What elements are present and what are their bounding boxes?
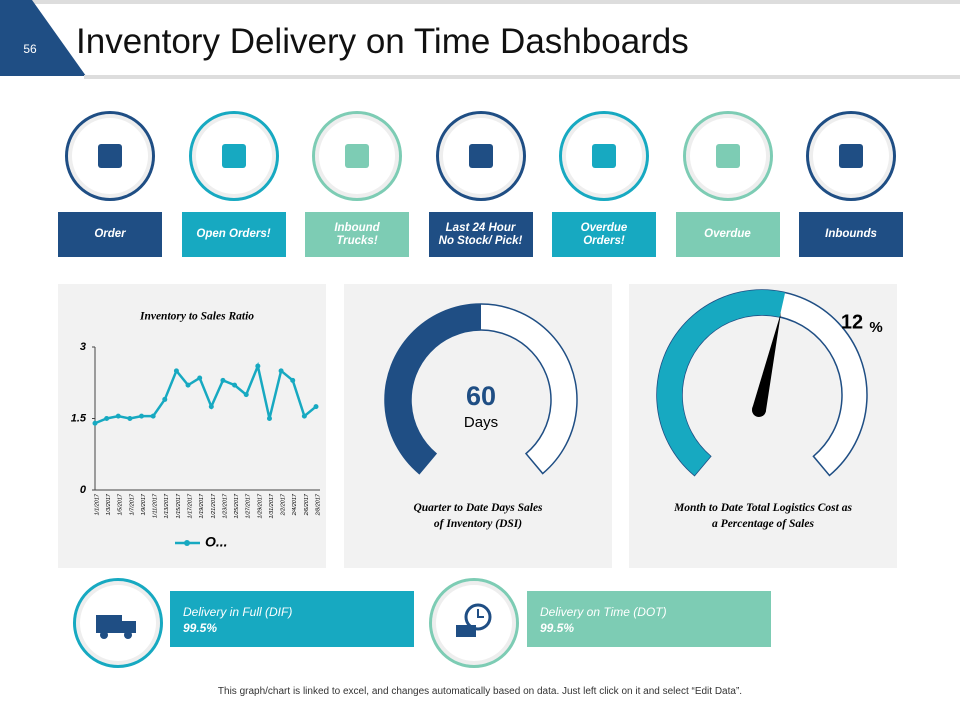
gauge-unit: % bbox=[869, 319, 882, 336]
point bbox=[208, 404, 214, 410]
x-tick-label: 1/11/2017 bbox=[153, 493, 159, 518]
y-tick-label: 0 bbox=[80, 484, 87, 496]
point bbox=[232, 382, 238, 388]
point bbox=[185, 382, 191, 388]
x-tick-label: 2/2/2017 bbox=[281, 493, 287, 516]
point bbox=[301, 413, 307, 419]
footer: This graph/chart is linked to excel, and… bbox=[217, 686, 743, 697]
chart-title: Inventory to Sales Ratio bbox=[139, 311, 254, 323]
y-tick-label: 3 bbox=[80, 341, 86, 353]
gauge-fill bbox=[385, 304, 481, 474]
kpi: Delivery on Time (DOT) 99.5% bbox=[527, 591, 771, 647]
kpi-value: 99.5% bbox=[183, 621, 218, 635]
icon-label: Open Orders! bbox=[181, 212, 286, 257]
title: Inventory Delivery on Time Dashboards bbox=[76, 22, 689, 61]
x-tick-label: 1/5/2017 bbox=[118, 493, 124, 515]
icon-label: Inbounds bbox=[799, 212, 903, 257]
page-number: 56 bbox=[23, 42, 37, 56]
icon-circle bbox=[806, 111, 896, 201]
x-tick-label: 1/1/2017 bbox=[94, 493, 100, 515]
point bbox=[127, 416, 133, 421]
icon-label: Order bbox=[58, 212, 162, 257]
icon-circle bbox=[559, 111, 649, 201]
kpi: Delivery in Full (DIF) 99.5% bbox=[170, 591, 414, 647]
point bbox=[139, 413, 145, 419]
point bbox=[243, 392, 249, 398]
point bbox=[173, 368, 179, 374]
kpi-value: 99.5% bbox=[540, 621, 575, 635]
x-tick-label: 1/3/2017 bbox=[106, 493, 112, 515]
legend-label: O... bbox=[205, 534, 228, 550]
icon-circle bbox=[312, 111, 402, 201]
gauge-fill bbox=[657, 290, 786, 476]
x-tick-label: 1/13/2017 bbox=[164, 493, 170, 518]
y-tick-label: 1.5 bbox=[71, 412, 87, 424]
x-tick-label: 1/7/2017 bbox=[129, 493, 135, 515]
point bbox=[197, 375, 203, 381]
x-tick-label: 1/19/2017 bbox=[199, 493, 205, 518]
point bbox=[255, 363, 261, 369]
x-tick-label: 2/8/2017 bbox=[315, 493, 321, 516]
x-tick-label: 1/17/2017 bbox=[188, 493, 194, 518]
kpi-label: Delivery on Time (DOT) bbox=[540, 605, 667, 619]
icon-label: Last 24 Hour No Stock/ Pick! bbox=[428, 212, 533, 257]
x-tick-label: 2/4/2017 bbox=[292, 493, 298, 516]
icon-circle bbox=[682, 111, 773, 201]
icon-label: Overdue Orders! bbox=[552, 212, 656, 257]
x-tick-label: 2/6/2017 bbox=[304, 493, 310, 516]
line bbox=[94, 361, 317, 425]
legend-marker bbox=[184, 540, 190, 546]
title-rule bbox=[84, 75, 960, 79]
gauge-title: Quarter to Date Days Sales of Inventory (… bbox=[413, 502, 543, 530]
point bbox=[266, 416, 272, 421]
x-tick-label: 1/27/2017 bbox=[246, 493, 252, 518]
x-tick-label: 1/23/2017 bbox=[222, 493, 228, 518]
x-tick-label: 1/25/2017 bbox=[234, 493, 240, 518]
point bbox=[278, 368, 284, 374]
icon-label: Inbound Trucks! bbox=[305, 212, 409, 257]
kpi-label: Delivery in Full (DIF) bbox=[183, 605, 293, 619]
icon-circle bbox=[65, 111, 155, 201]
needle-hub bbox=[752, 403, 766, 417]
x-tick-label: 1/29/2017 bbox=[257, 493, 263, 518]
point bbox=[92, 420, 98, 426]
needle bbox=[752, 312, 782, 412]
icon-circle bbox=[188, 111, 279, 201]
x-tick-label: 1/31/2017 bbox=[269, 493, 275, 518]
point bbox=[104, 416, 110, 421]
gauge-title: Month to Date Total Logistics Cost as a P… bbox=[673, 502, 852, 530]
kpi-icon bbox=[429, 578, 519, 668]
gauge-value: 12 bbox=[841, 311, 863, 333]
gauge-unit: Days bbox=[464, 414, 498, 431]
point bbox=[220, 377, 226, 383]
point bbox=[162, 396, 168, 402]
point bbox=[290, 377, 296, 383]
point bbox=[115, 413, 121, 419]
x-tick-label: 1/15/2017 bbox=[176, 493, 182, 518]
page-badge: 56 bbox=[0, 0, 86, 76]
point bbox=[150, 413, 156, 419]
x-tick-label: 1/9/2017 bbox=[141, 493, 147, 515]
panel bbox=[58, 284, 326, 568]
x-tick-label: 1/21/2017 bbox=[211, 493, 217, 518]
icon-circle bbox=[435, 111, 526, 201]
top-bar bbox=[0, 0, 960, 4]
gauge-value: 60 bbox=[466, 381, 496, 411]
kpi-icon bbox=[73, 578, 163, 668]
point bbox=[313, 404, 319, 410]
icon-label: Overdue bbox=[675, 212, 780, 257]
